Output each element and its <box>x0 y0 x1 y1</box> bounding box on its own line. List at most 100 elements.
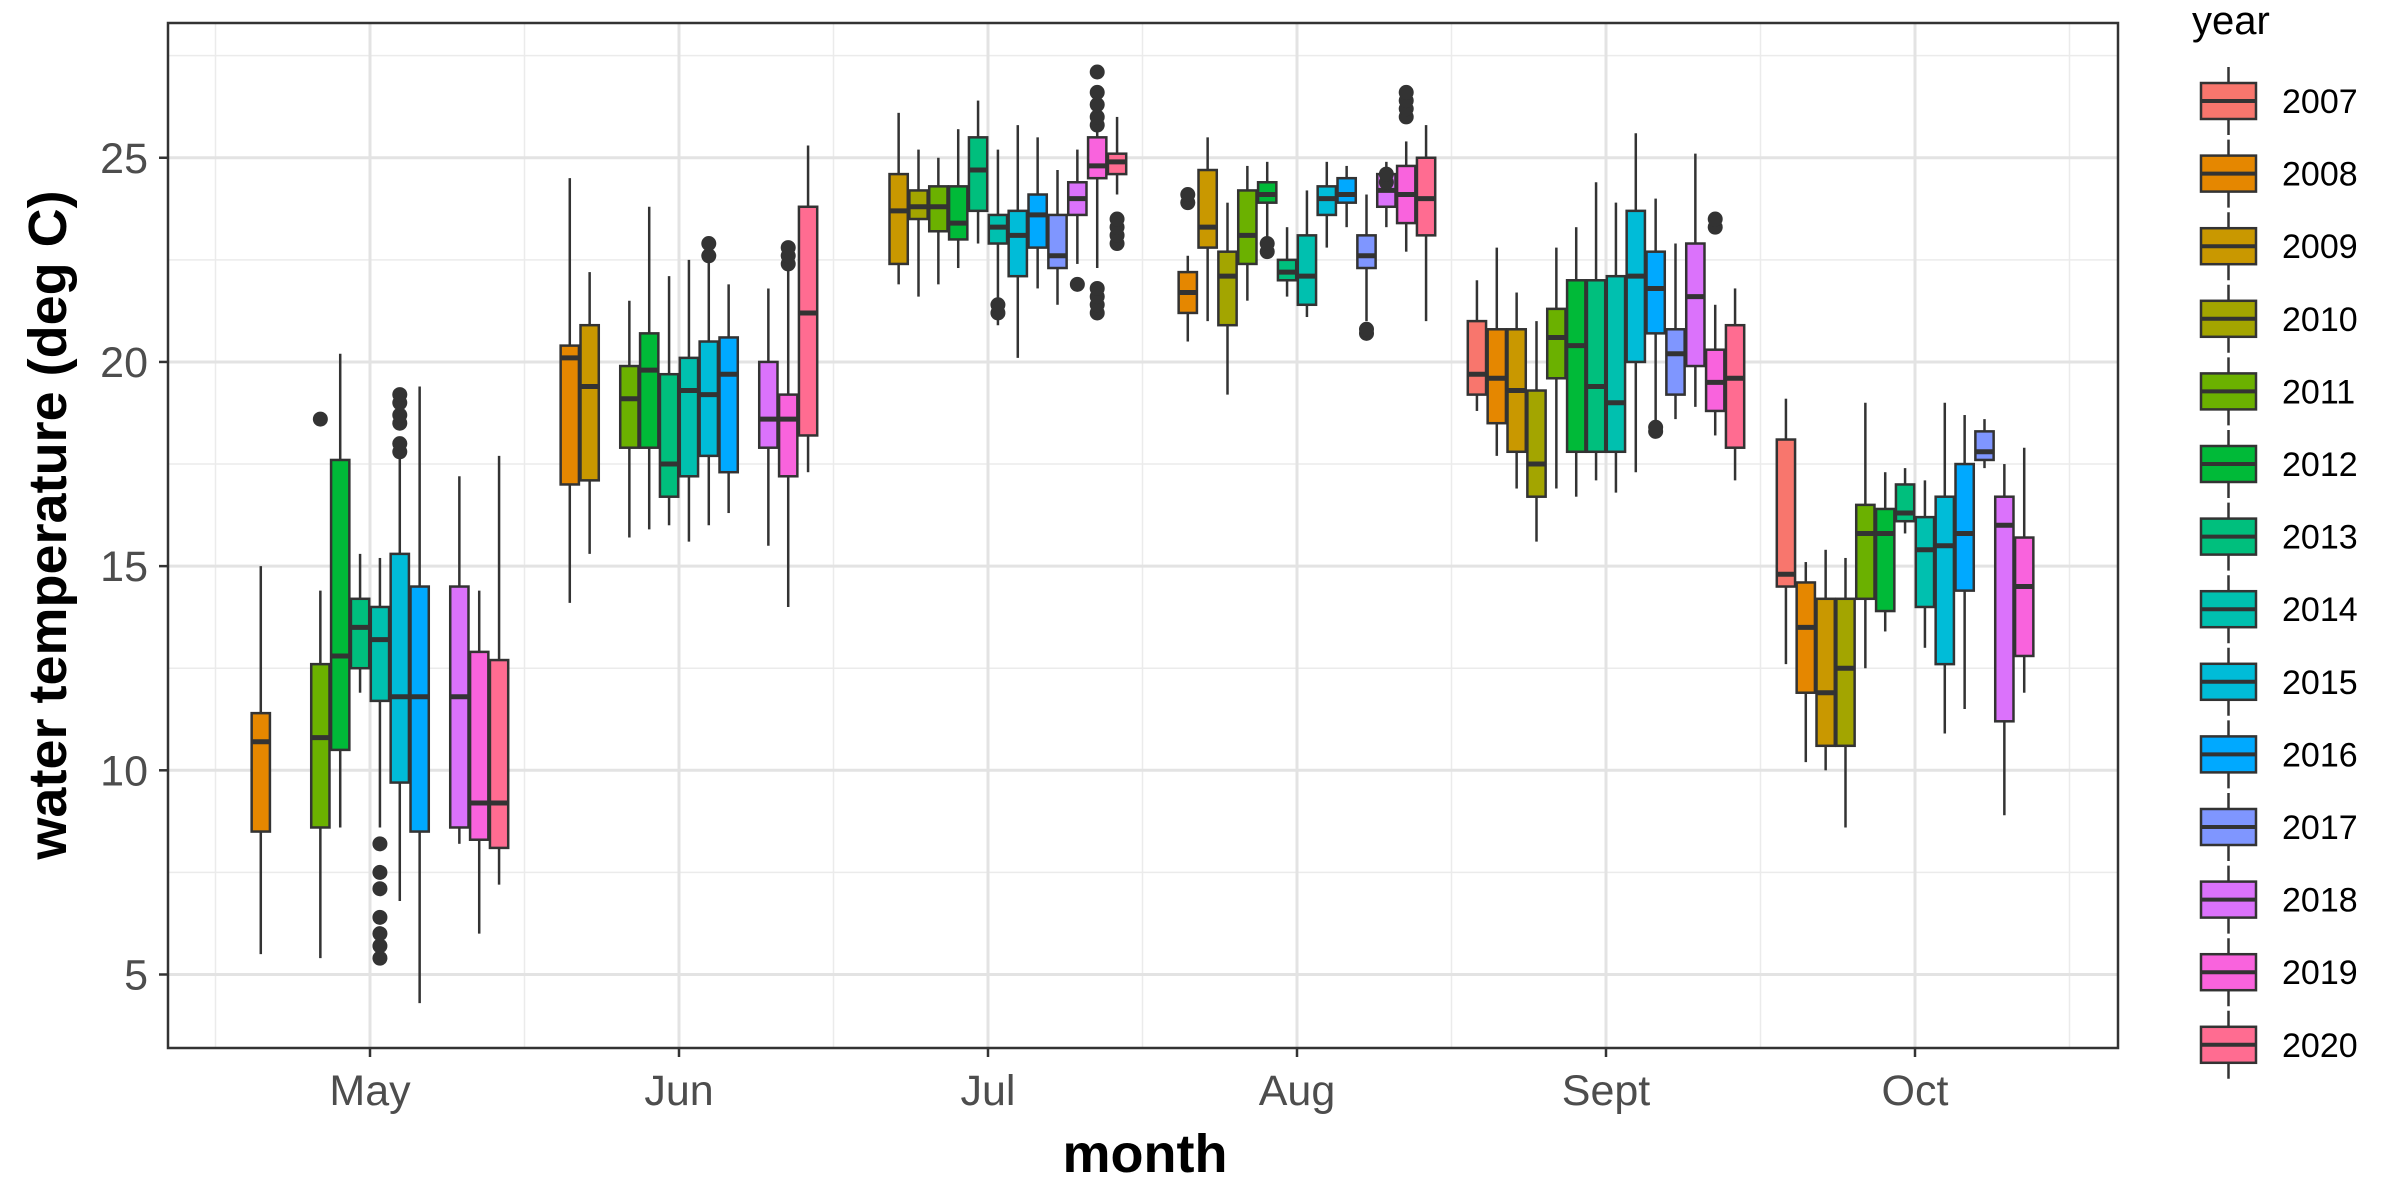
box-iqr <box>450 587 468 828</box>
box-iqr <box>561 346 579 485</box>
box-iqr <box>1527 391 1545 497</box>
legend-label: 2015 <box>2282 664 2358 702</box>
box-iqr <box>700 342 718 456</box>
box-iqr <box>1797 582 1815 692</box>
outlier-point <box>1708 212 1723 227</box>
legend-label: 2007 <box>2282 83 2358 121</box>
box-iqr <box>1298 235 1316 304</box>
outlier-point <box>1070 277 1085 292</box>
outlier-point <box>1379 167 1394 182</box>
box-iqr <box>640 333 658 447</box>
legend-item-2013: 2013 <box>2201 503 2358 571</box>
legend-item-2007: 2007 <box>2201 67 2358 135</box>
box-iqr <box>759 362 777 448</box>
legend-item-2009: 2009 <box>2201 212 2358 280</box>
legend-item-2017: 2017 <box>2201 793 2358 861</box>
legend-label: 2009 <box>2282 228 2358 266</box>
box-iqr <box>799 207 817 436</box>
box-iqr <box>969 137 987 211</box>
box-iqr <box>1607 276 1625 452</box>
x-tick-label: Aug <box>1259 1067 1336 1115</box>
x-tick-label: Jul <box>961 1067 1016 1115</box>
outlier-point <box>1110 212 1125 227</box>
x-tick-label: Sept <box>1562 1067 1651 1115</box>
x-tick-label: Jun <box>644 1067 713 1115</box>
box-iqr <box>411 587 429 832</box>
legend-label: 2017 <box>2282 809 2358 847</box>
box-iqr <box>1468 321 1486 395</box>
box-iqr <box>1956 464 1974 591</box>
outlier-point <box>701 236 716 251</box>
legend-item-2019: 2019 <box>2201 938 2358 1006</box>
box-iqr <box>1896 484 1914 521</box>
legend-item-2008: 2008 <box>2201 140 2358 208</box>
y-axis-title: water temperature (deg C) <box>18 190 78 860</box>
box-iqr <box>581 325 599 480</box>
box-iqr <box>1916 517 1934 607</box>
outlier-point <box>372 865 387 880</box>
legend-label: 2013 <box>2282 519 2358 557</box>
outlier-point <box>372 836 387 851</box>
box-iqr <box>371 607 389 701</box>
box-iqr <box>1726 325 1744 448</box>
box-iqr <box>1686 244 1704 367</box>
outlier-point <box>1648 420 1663 435</box>
box-iqr <box>391 554 409 783</box>
box-iqr <box>1777 440 1795 587</box>
x-tick-label: Oct <box>1882 1067 1949 1115</box>
outlier-point <box>1399 85 1414 100</box>
box-iqr <box>1995 497 2013 722</box>
outlier-point <box>372 910 387 925</box>
legend: 2007 2008 2009 2010 2011 2012 2013 2014 2015 2016… <box>2201 67 2358 1079</box>
box-iqr <box>1009 211 1027 276</box>
box-iqr <box>1666 329 1684 394</box>
outlier-point <box>313 412 328 427</box>
legend-item-2018: 2018 <box>2201 866 2358 934</box>
legend-item-2015: 2015 <box>2201 648 2358 716</box>
box-iqr <box>1936 497 1954 664</box>
box-iqr <box>1218 252 1236 326</box>
legend-label: 2011 <box>2282 373 2355 411</box>
outlier-point <box>1180 187 1195 202</box>
box-iqr <box>311 664 329 827</box>
legend-label: 2018 <box>2282 882 2358 920</box>
legend-label: 2008 <box>2282 156 2358 194</box>
box-iqr <box>1547 309 1565 378</box>
box-iqr <box>620 366 638 448</box>
box-iqr <box>1587 280 1605 452</box>
box-iqr <box>1856 505 1874 599</box>
outlier-point <box>1359 322 1374 337</box>
outlier-point <box>781 240 796 255</box>
box-iqr <box>890 174 908 264</box>
legend-label: 2020 <box>2282 1027 2358 1065</box>
outlier-point <box>990 297 1005 312</box>
box-iqr <box>1029 195 1047 248</box>
outlier-point <box>372 926 387 941</box>
box-iqr <box>1876 509 1894 611</box>
box-iqr <box>1238 190 1256 264</box>
box-iqr <box>779 395 797 477</box>
box-iqr <box>1647 252 1665 334</box>
box-iqr <box>1088 137 1106 178</box>
outlier-point <box>392 387 407 402</box>
box-iqr <box>1567 280 1585 452</box>
x-axis-title: month <box>1063 1124 1228 1184</box>
y-tick-label: 15 <box>100 543 148 591</box>
box-iqr <box>1199 170 1217 248</box>
outlier-point <box>392 436 407 451</box>
box-iqr <box>1338 178 1356 203</box>
legend-item-2012: 2012 <box>2201 430 2358 498</box>
box-iqr <box>660 374 678 497</box>
box-iqr <box>1357 235 1375 268</box>
legend-label: 2019 <box>2282 954 2358 992</box>
outlier-point <box>1260 236 1275 251</box>
outlier-point <box>372 881 387 896</box>
legend-label: 2010 <box>2282 301 2358 339</box>
box-iqr <box>2015 538 2033 656</box>
outlier-point <box>1090 85 1105 100</box>
legend-item-2020: 2020 <box>2201 1011 2358 1079</box>
legend-label: 2012 <box>2282 446 2358 484</box>
y-tick-label: 25 <box>100 135 148 183</box>
box-iqr <box>1048 215 1066 268</box>
